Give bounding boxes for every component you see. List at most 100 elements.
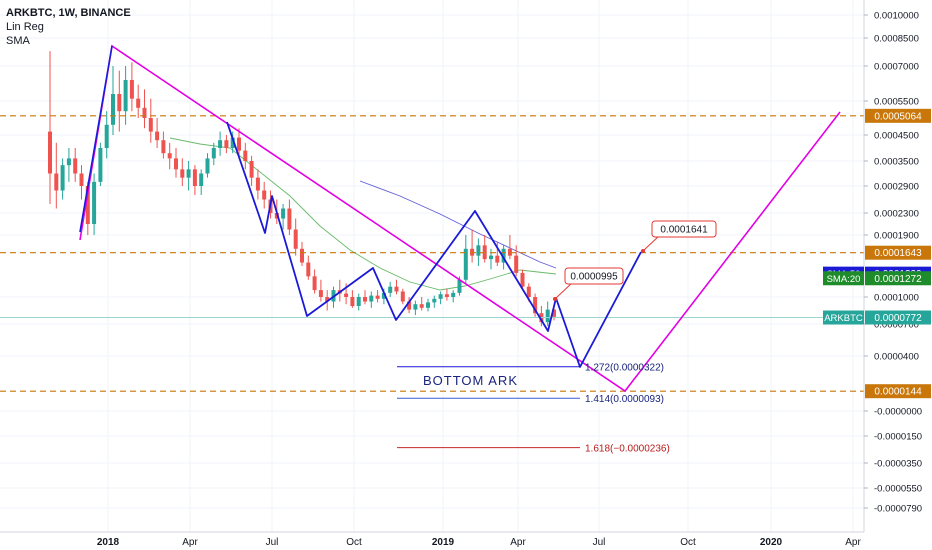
sma50-line[interactable] [359,180,557,269]
price-callout-text: 0.0000995 [570,272,618,283]
candle-body[interactable] [306,262,311,277]
candle-body[interactable] [514,255,519,273]
candle-body[interactable] [255,177,260,191]
candle-body[interactable] [54,173,59,191]
price-callout-box[interactable] [564,267,624,285]
candle-body[interactable] [205,158,210,174]
candle-body[interactable] [274,213,279,219]
price-axis[interactable]: 0.0010000 0.0008500 0.0007000 0.0005500 0.00… [863,0,922,532]
candle-body[interactable] [142,107,147,118]
candle-body[interactable] [526,286,531,297]
candle-body[interactable] [230,137,235,148]
candle-body[interactable] [457,279,462,293]
candle-body[interactable] [312,276,317,291]
candle-body[interactable] [438,294,443,299]
candle-body[interactable] [363,297,367,302]
price-labels: 0.00050640.0001643SMA:500.0001339SMA:200… [823,108,931,399]
candle-body[interactable] [400,291,405,302]
candle-body[interactable] [155,131,160,141]
candle-body[interactable] [476,245,481,256]
candle-body[interactable] [281,208,286,219]
candle-body[interactable] [489,255,493,260]
candle-body[interactable] [180,169,185,178]
price-tick-label: 0.0000400 [874,352,919,363]
sma20-name-text: SMA:20 [827,274,861,285]
candle-body[interactable] [85,186,90,224]
candle-body[interactable] [79,173,84,187]
candle-body[interactable] [407,301,412,310]
candle-body[interactable] [48,131,52,174]
candle-body[interactable] [192,169,197,186]
candle-body[interactable] [463,248,468,280]
candle-body[interactable] [552,309,556,317]
candle-body[interactable] [318,290,323,297]
chart-legend: ARKBTC, 1W, BINANCE Lin Reg SMA [6,6,131,48]
price-tick-label: -0.0000000 [874,407,922,418]
candle-body[interactable] [111,94,115,125]
pattern-leg-line[interactable] [79,45,113,233]
candle-body[interactable] [98,148,103,182]
candle-body[interactable] [388,286,393,293]
candle-body[interactable] [520,272,525,287]
trend-projection-line[interactable] [79,44,841,393]
candle-body[interactable] [211,148,216,159]
time-axis[interactable]: 2018 Apr Jul Oct 2019 Apr Jul Oct 2020 Apr [0,531,864,548]
candle-body[interactable] [375,295,380,299]
candle-body[interactable] [104,124,109,148]
candle-body[interactable] [533,297,538,314]
candle-body[interactable] [394,286,399,292]
hline-price-text: 0.0001643 [874,248,922,259]
legend-symbol-title[interactable]: ARKBTC, 1W, BINANCE [6,7,131,19]
candle-body[interactable] [325,297,330,302]
candle-body[interactable] [495,255,500,263]
legend-lin-reg[interactable]: Lin Reg [6,21,44,33]
candle-body[interactable] [356,297,361,306]
candle-body[interactable] [451,292,456,297]
candle-body[interactable] [129,80,134,99]
time-tick-label: Oct [680,537,696,548]
candle-body[interactable] [237,137,241,151]
candle-body[interactable] [186,169,191,178]
candle-body[interactable] [174,158,178,170]
candle-body[interactable] [293,229,298,249]
candle-body[interactable] [117,94,122,112]
candle-body[interactable] [249,161,254,178]
candle-body[interactable] [287,208,292,230]
candle-body[interactable] [369,295,374,302]
candle-body[interactable] [262,190,267,200]
bottom-ark-annotation[interactable]: BOTTOM ARK [423,373,518,388]
candle-body[interactable] [350,297,355,306]
price-tick-label: -0.0000150 [874,432,922,443]
candle-body[interactable] [413,304,418,310]
candle-body[interactable] [161,140,166,154]
candle-body[interactable] [224,140,229,148]
candle-body[interactable] [243,150,248,161]
candle-body[interactable] [123,80,128,112]
candle-body[interactable] [92,181,97,224]
time-tick-label: 2018 [97,537,120,548]
candle-body[interactable] [199,173,204,187]
candle-body[interactable] [136,98,141,108]
candle-body[interactable] [432,298,437,303]
price-tick-label: 0.0005500 [874,97,919,108]
candle-body[interactable] [501,248,506,263]
zigzag-pattern-line[interactable] [226,121,642,368]
legend-sma[interactable]: SMA [6,35,30,47]
candle-body[interactable] [426,302,430,308]
price-callout-box[interactable] [651,220,717,238]
candle-body[interactable] [545,309,550,323]
candle-body[interactable] [73,158,78,174]
fib-level-label: 1.618(−0.0000236) [585,444,670,455]
sma20-line[interactable] [169,137,557,291]
candle-body[interactable] [381,292,386,299]
candle-body[interactable] [507,248,512,256]
candle-body[interactable] [218,140,223,148]
candle-body[interactable] [167,153,172,159]
candle-body[interactable] [419,304,424,308]
candle-body[interactable] [148,118,153,132]
candle-body[interactable] [444,294,449,297]
candle-body[interactable] [300,248,304,263]
candle-body[interactable] [344,293,349,297]
candle-body[interactable] [66,158,71,166]
candle-body[interactable] [60,165,65,191]
